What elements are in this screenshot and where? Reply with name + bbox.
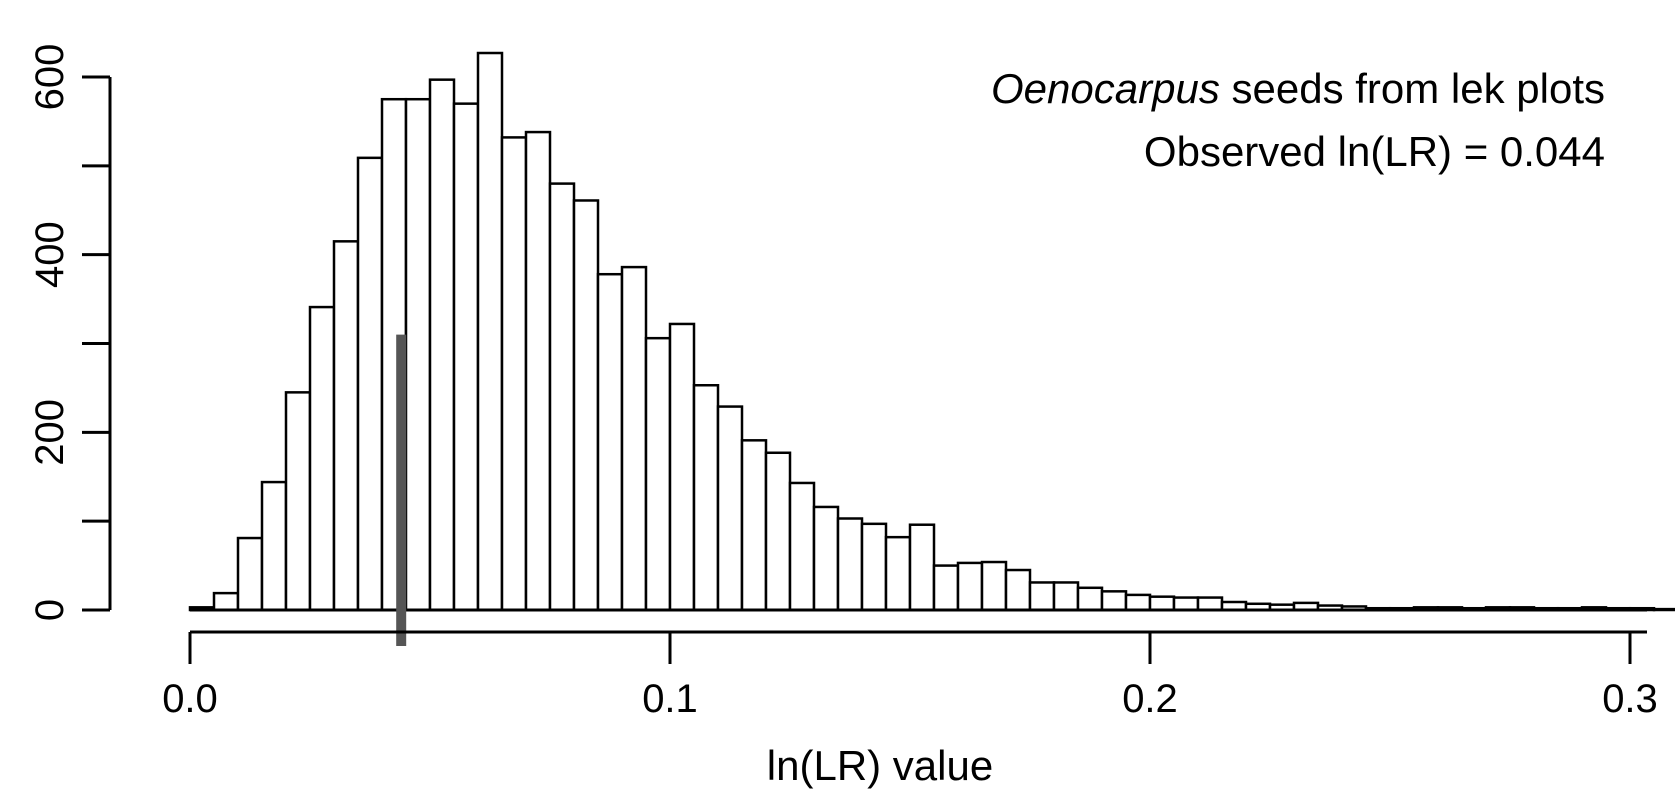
annotation-line-1: Oenocarpus seeds from lek plots — [991, 65, 1605, 112]
histogram-bar — [1652, 607, 1675, 612]
histogram-bar — [452, 102, 480, 612]
histogram-bar — [620, 265, 648, 612]
histogram-bars — [188, 51, 1675, 612]
histogram-bar — [1124, 593, 1152, 612]
x-axis-title: ln(LR) value — [767, 742, 993, 789]
histogram-bar — [716, 405, 744, 612]
y-axis: 0 200 400 600 — [28, 44, 112, 621]
histogram-bar — [284, 391, 312, 612]
annotation-genus: Oenocarpus — [991, 65, 1220, 112]
histogram-bar — [524, 130, 552, 612]
histogram-bar — [332, 240, 360, 612]
histogram-bar — [836, 517, 864, 612]
annotation-subject: seeds from lek plots — [1220, 65, 1605, 112]
histogram-bar — [692, 384, 720, 612]
x-tick-label: 0.1 — [642, 677, 698, 721]
histogram-bar — [1004, 568, 1032, 612]
y-tick-label: 200 — [28, 399, 72, 466]
histogram-bar — [308, 305, 336, 612]
histogram-bar — [596, 272, 624, 612]
histogram-bar — [644, 336, 672, 612]
histogram-bar — [548, 182, 576, 612]
histogram-bar — [1196, 596, 1224, 612]
histogram-bar — [404, 97, 432, 612]
histogram-bar — [356, 156, 384, 612]
histogram-bar — [860, 522, 888, 612]
x-tick-label: 0.3 — [1602, 677, 1658, 721]
x-tick-label: 0.2 — [1122, 677, 1178, 721]
histogram-bar — [1100, 590, 1128, 612]
histogram-bar — [572, 199, 600, 612]
y-tick-label: 400 — [28, 221, 72, 288]
histogram-bar — [980, 560, 1008, 612]
observed-value-marker — [396, 334, 407, 646]
histogram-bar — [884, 535, 912, 612]
histogram-bar — [740, 439, 768, 612]
histogram-bar — [500, 136, 528, 612]
histogram-bar — [908, 523, 936, 612]
histogram-bar — [1028, 581, 1056, 612]
histogram-bar — [788, 481, 816, 612]
y-tick-label: 600 — [28, 44, 72, 111]
histogram-bar — [932, 564, 960, 612]
histogram-bar — [956, 561, 984, 612]
histogram-bar — [260, 480, 288, 612]
x-tick-label: 0.0 — [162, 677, 218, 721]
annotation-line-2: Observed ln(LR) = 0.044 — [1144, 128, 1605, 175]
histogram-bar — [236, 536, 264, 612]
histogram-bar — [212, 591, 240, 612]
histogram-bar — [1148, 595, 1176, 612]
histogram-bar — [1076, 586, 1104, 612]
histogram-bar — [428, 78, 456, 612]
histogram-bar — [668, 322, 696, 612]
histogram-bar — [476, 51, 504, 612]
histogram-bar — [1052, 581, 1080, 612]
histogram-bar — [1172, 596, 1200, 612]
histogram-bar — [764, 451, 792, 612]
x-axis: 0.0 0.1 0.2 0.3 — [162, 630, 1658, 721]
y-tick-label: 0 — [28, 599, 72, 621]
histogram-bar — [812, 505, 840, 612]
